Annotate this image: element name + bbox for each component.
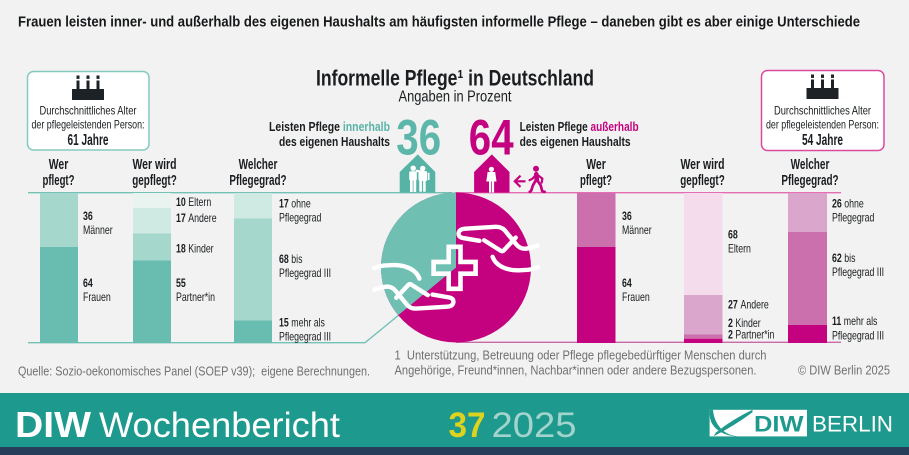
svg-text:64: 64 xyxy=(83,276,93,290)
svg-text:Wer: Wer xyxy=(49,157,69,173)
svg-text:Angaben in Prozent: Angaben in Prozent xyxy=(399,89,513,106)
svg-text:mehr als: mehr als xyxy=(291,316,325,330)
svg-text:Pflegegrad III: Pflegegrad III xyxy=(279,330,331,344)
svg-text:Durchschnittliches Alter: Durchschnittliches Alter xyxy=(40,104,137,118)
svg-text:Durchschnittliches Alter: Durchschnittliches Alter xyxy=(774,104,871,118)
svg-text:Wer: Wer xyxy=(586,157,606,173)
svg-text:64: 64 xyxy=(622,276,632,290)
svg-text:ohne: ohne xyxy=(291,197,311,211)
svg-text:Pflegegrad?: Pflegegrad? xyxy=(229,173,286,189)
svg-text:36: 36 xyxy=(83,209,93,223)
svg-text:DIW: DIW xyxy=(15,404,91,445)
svg-text:Quelle: Sozio-oekonomisches Pa: Quelle: Sozio-oekonomisches Panel (SOEP … xyxy=(18,365,370,379)
svg-text:37: 37 xyxy=(449,406,486,445)
svg-text:1 Unterstützung, Betreuung od: 1 Unterstützung, Betreuung oder Pflege p… xyxy=(395,349,767,363)
svg-text:Pflegegrad: Pflegegrad xyxy=(279,211,321,225)
svg-text:Partner*in: Partner*in xyxy=(735,328,774,342)
svg-text:Angehörige, Freund*innen, Nach: Angehörige, Freund*innen, Nachbar*innen … xyxy=(395,364,757,378)
svg-text:2: 2 xyxy=(728,328,733,342)
svg-text:BERLIN: BERLIN xyxy=(812,411,893,436)
svg-text:Frauen leisten inner- und auße: Frauen leisten inner- und außerhalb des … xyxy=(18,14,860,31)
svg-text:62: 62 xyxy=(832,251,842,265)
svg-text:Informelle Pflege¹ in Deutschl: Informelle Pflege¹ in Deutschland xyxy=(316,66,594,91)
svg-text:Welcher: Welcher xyxy=(791,157,830,173)
svg-text:Wochenbericht: Wochenbericht xyxy=(99,406,340,445)
svg-text:55: 55 xyxy=(176,276,186,290)
svg-text:11: 11 xyxy=(832,314,842,328)
svg-text:der pflegeleistenden Person:: der pflegeleistenden Person: xyxy=(766,118,879,132)
svg-text:Andere: Andere xyxy=(741,298,770,312)
svg-text:15: 15 xyxy=(279,316,289,330)
svg-text:Partner*in: Partner*in xyxy=(176,290,215,304)
svg-text:Männer: Männer xyxy=(83,223,113,237)
svg-text:2025: 2025 xyxy=(492,406,577,445)
svg-text:© DIW Berlin 2025: © DIW Berlin 2025 xyxy=(798,364,890,378)
svg-text:Wer wird: Wer wird xyxy=(133,157,177,173)
svg-text:Pflegegrad?: Pflegegrad? xyxy=(781,173,838,189)
svg-text:bis: bis xyxy=(844,251,855,265)
svg-text:der pflegeleistenden Person:: der pflegeleistenden Person: xyxy=(32,118,145,132)
svg-text:mehr als: mehr als xyxy=(844,314,878,328)
svg-text:17: 17 xyxy=(279,197,289,211)
svg-text:gepflegt?: gepflegt? xyxy=(680,173,725,189)
svg-text:Frauen: Frauen xyxy=(622,290,650,304)
svg-text:Wer wird: Wer wird xyxy=(681,157,725,173)
svg-text:27: 27 xyxy=(728,298,738,312)
svg-text:54 Jahre: 54 Jahre xyxy=(802,132,843,149)
svg-text:Welcher: Welcher xyxy=(239,157,278,173)
svg-text:des eigenen Haushalts: des eigenen Haushalts xyxy=(520,134,631,149)
svg-text:DIW: DIW xyxy=(754,411,804,436)
svg-text:pflegt?: pflegt? xyxy=(43,173,75,189)
svg-text:Männer: Männer xyxy=(622,223,652,237)
svg-text:Pflegegrad III: Pflegegrad III xyxy=(832,329,884,343)
svg-text:des eigenen Haushalts: des eigenen Haushalts xyxy=(279,134,390,149)
svg-text:18: 18 xyxy=(176,242,186,256)
svg-text:Pflegegrad III: Pflegegrad III xyxy=(832,265,884,279)
svg-text:ohne: ohne xyxy=(844,197,864,211)
svg-text:Andere: Andere xyxy=(188,211,217,225)
svg-text:26: 26 xyxy=(832,197,842,211)
svg-text:Leisten Pflege außerhalb: Leisten Pflege außerhalb xyxy=(520,119,639,134)
svg-text:gepflegt?: gepflegt? xyxy=(132,173,177,189)
svg-text:bis: bis xyxy=(291,252,302,266)
svg-text:68: 68 xyxy=(728,228,738,242)
svg-text:17: 17 xyxy=(176,211,186,225)
svg-text:pflegt?: pflegt? xyxy=(580,173,612,189)
svg-text:Frauen: Frauen xyxy=(83,290,111,304)
svg-text:36: 36 xyxy=(622,209,632,223)
svg-text:Eltern: Eltern xyxy=(188,195,211,209)
svg-text:2: 2 xyxy=(728,316,733,330)
svg-text:Kinder: Kinder xyxy=(735,316,760,330)
svg-text:61 Jahre: 61 Jahre xyxy=(68,132,109,149)
svg-text:Kinder: Kinder xyxy=(188,242,213,256)
svg-text:Pflegegrad III: Pflegegrad III xyxy=(279,266,331,280)
svg-text:Leisten Pflege innerhalb: Leisten Pflege innerhalb xyxy=(269,119,390,134)
svg-text:Eltern: Eltern xyxy=(728,242,751,256)
svg-text:Pflegegrad: Pflegegrad xyxy=(832,211,874,225)
svg-text:10: 10 xyxy=(176,195,186,209)
svg-text:68: 68 xyxy=(279,252,289,266)
